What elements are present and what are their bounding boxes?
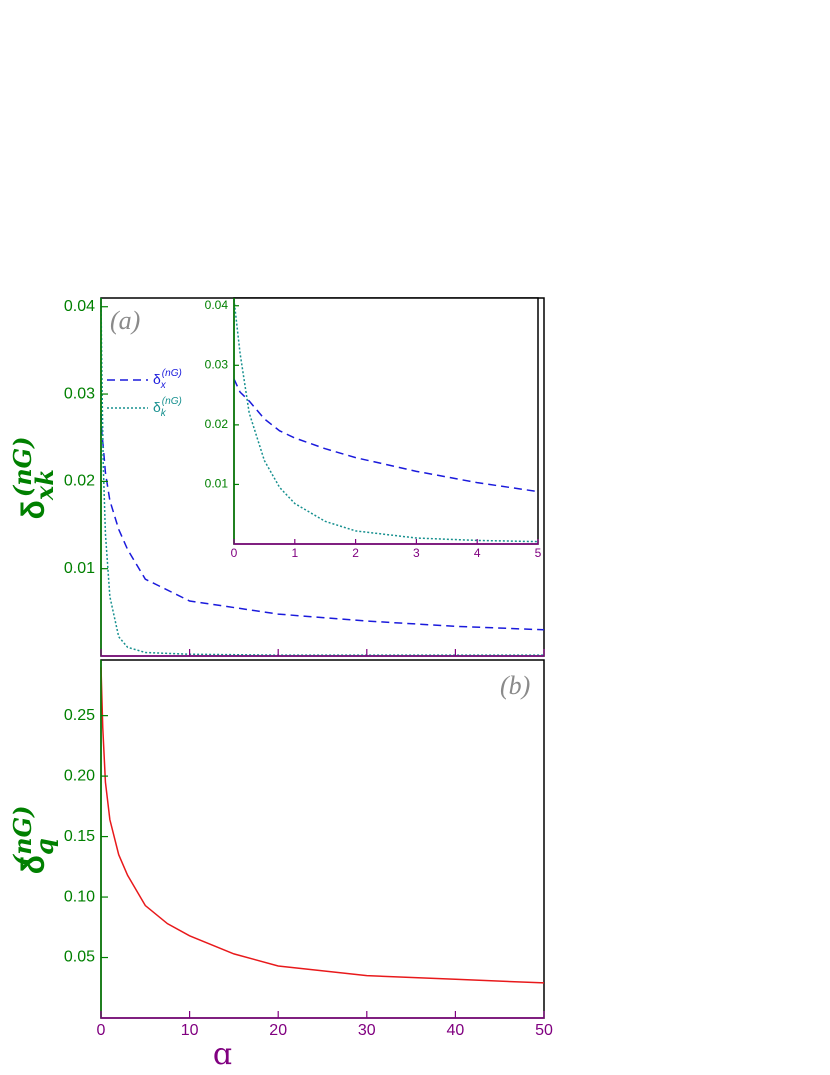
legend-sup: (nG) xyxy=(162,368,182,379)
panel-label: (b) xyxy=(500,671,530,700)
panel-label: (a) xyxy=(110,306,140,335)
y-tick-label: 0.03 xyxy=(205,357,229,371)
x-tick-label: 20 xyxy=(269,1022,287,1039)
data-line xyxy=(233,299,539,543)
legend-name: δ xyxy=(153,371,161,387)
legend-label: δk(nG) xyxy=(153,396,182,419)
x-tick-label: 30 xyxy=(358,1022,376,1039)
y-label-sub: q xyxy=(30,838,59,855)
y-tick-label: 0.02 xyxy=(64,473,95,490)
y-tick-label: 0.25 xyxy=(64,707,95,724)
y-tick-label: 0.01 xyxy=(205,477,229,491)
x-tick-label: 50 xyxy=(535,1022,553,1039)
x-tick-label: 0 xyxy=(97,1022,106,1039)
y-tick-label: 0.20 xyxy=(64,767,95,784)
y-tick-label: 0.04 xyxy=(205,298,229,312)
x-tick-label: 3 xyxy=(413,546,420,560)
legend-sub: x xyxy=(160,380,167,391)
legend-name: δ xyxy=(153,399,161,415)
y-label-sup: (nG) xyxy=(8,806,37,867)
x-tick-label: 1 xyxy=(291,546,298,560)
x-tick-label: 40 xyxy=(447,1022,465,1039)
legend-sub: k xyxy=(161,408,167,419)
x-axis-label: ɑ xyxy=(213,1037,232,1072)
y-tick-label: 0.03 xyxy=(64,385,95,402)
y-axis-label: δq(nG) xyxy=(8,806,59,875)
y-tick-label: 0.15 xyxy=(64,828,95,845)
y-tick-label: 0.10 xyxy=(64,888,95,905)
x-tick-label: 5 xyxy=(535,546,542,560)
y-label-sup: (nG) xyxy=(8,437,37,498)
y-label-symbol: δ xyxy=(15,855,51,874)
x-tick-label: 4 xyxy=(474,546,481,560)
plot-frame xyxy=(100,659,545,1019)
x-tick-label: 0 xyxy=(231,546,238,560)
data-line xyxy=(100,667,545,984)
y-tick-label: 0.01 xyxy=(64,560,95,577)
y-label-symbol: δ xyxy=(15,500,51,519)
legend-sup: (nG) xyxy=(162,396,182,407)
y-tick-label: 0.04 xyxy=(64,298,95,315)
x-tick-label: 10 xyxy=(181,1022,199,1039)
x-tick-label: 2 xyxy=(352,546,359,560)
y-tick-label: 0.02 xyxy=(205,417,229,431)
y-tick-label: 0.05 xyxy=(64,949,95,966)
plot-frame xyxy=(233,297,539,545)
legend-label: δx(nG) xyxy=(153,368,182,391)
y-axis-label: δxk(nG) xyxy=(8,437,59,520)
y-label-sub: xk xyxy=(30,469,59,501)
